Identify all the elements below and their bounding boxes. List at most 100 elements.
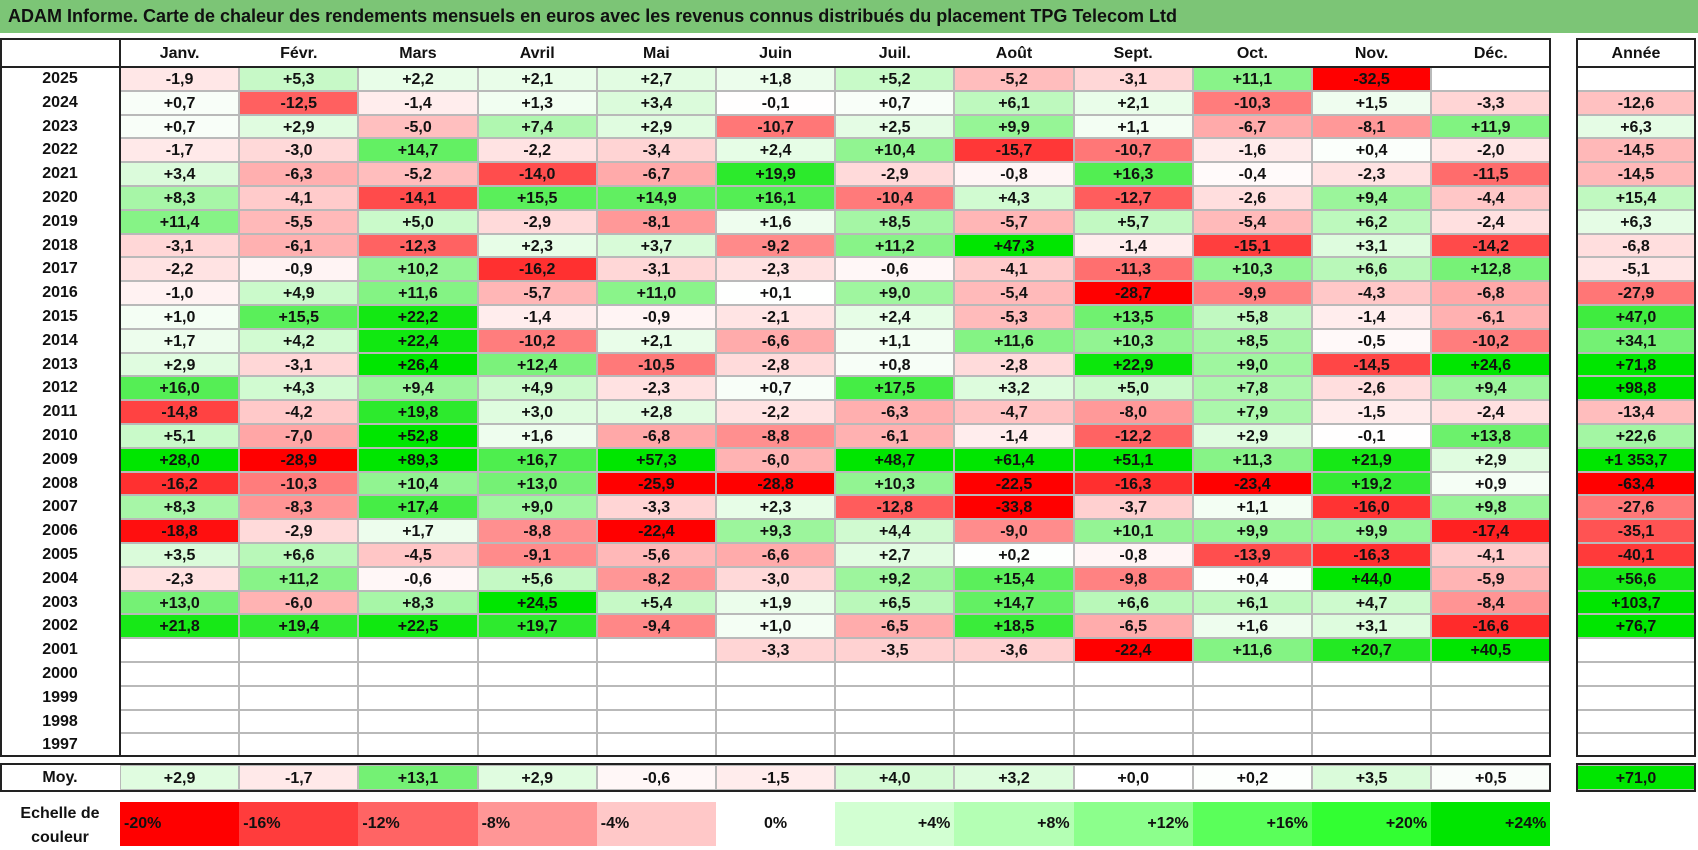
heatmap-cell [477, 709, 597, 734]
average-cell: -0,6 [596, 765, 716, 790]
heatmap-cell: +7,9 [1192, 400, 1312, 424]
heatmap-cell: +9,9 [954, 114, 1074, 139]
annual-cell: +22,6 [1577, 424, 1695, 448]
heatmap-cell: -28,7 [1073, 281, 1193, 305]
heatmap-cell: +17,4 [358, 495, 478, 520]
heatmap-cell: -12,7 [1073, 186, 1193, 210]
heatmap-cell: -13,9 [1192, 543, 1312, 567]
scale-step: +20% [1312, 802, 1432, 846]
heatmap-cell: -8,4 [1431, 590, 1551, 615]
heatmap-cell [358, 662, 478, 686]
heatmap-cell: +22,2 [358, 305, 478, 329]
heatmap-cell: -2,2 [716, 400, 836, 424]
heatmap-cell: -16,3 [1073, 471, 1193, 496]
heatmap-cell: -9,9 [1192, 281, 1312, 305]
heatmap-cell [1192, 662, 1312, 686]
heatmap-cell [954, 733, 1074, 758]
heatmap-cell: -2,6 [1312, 376, 1432, 401]
heatmap-cell [954, 685, 1074, 710]
average-cell: +2,9 [477, 765, 597, 790]
heatmap-cell: -1,4 [477, 305, 597, 329]
annual-cell: +56,6 [1577, 566, 1695, 591]
heatmap-cell: +19,8 [358, 400, 478, 424]
heatmap-cell: -1,7 [120, 138, 240, 163]
annual-cell: -6,8 [1577, 233, 1695, 258]
header-divider [0, 66, 1552, 68]
heatmap-cell: -1,5 [1312, 400, 1432, 424]
heatmap-cell: -3,1 [596, 257, 716, 282]
heatmap-cell: -1,9 [120, 67, 240, 91]
heatmap-cell: -4,2 [239, 400, 359, 424]
heatmap-cell: +26,4 [358, 352, 478, 377]
heatmap-cell: +2,9 [120, 352, 240, 377]
heatmap-cell: +57,3 [596, 447, 716, 472]
heatmap-cell: +51,1 [1073, 447, 1193, 472]
heatmap-cell: +0,1 [716, 281, 836, 305]
heatmap-cell: +11,1 [1192, 67, 1312, 91]
year-label: 2023 [42, 117, 78, 135]
heatmap-cell: +14,9 [596, 186, 716, 210]
heatmap-cell: -14,5 [1312, 352, 1432, 377]
heatmap-cell: -0,6 [358, 566, 478, 591]
heatmap-cell: -12,2 [1073, 424, 1193, 448]
heatmap-cell [358, 638, 478, 662]
scale-label-line1: Echelle de [20, 805, 100, 822]
heatmap-cell: +11,6 [358, 281, 478, 305]
heatmap-cell: -5,4 [1192, 209, 1312, 234]
scale-step: +4% [835, 802, 955, 846]
heatmap-cell: -11,3 [1073, 257, 1193, 282]
heatmap-cell: +2,1 [1073, 90, 1193, 115]
heatmap-cell: -15,1 [1192, 233, 1312, 258]
heatmap-cell: +3,5 [120, 543, 240, 567]
heatmap-cell: +9,8 [1431, 495, 1551, 520]
heatmap-cell: -12,5 [239, 90, 359, 115]
heatmap-cell [716, 733, 836, 758]
heatmap-cell: -7,0 [239, 424, 359, 448]
annual-cell: +1 353,7 [1577, 447, 1695, 472]
heatmap-cell: -6,0 [239, 590, 359, 615]
heatmap-cell: -2,4 [1431, 209, 1551, 234]
heatmap-cell: -2,9 [835, 162, 955, 186]
month-header: Juin [759, 45, 793, 62]
heatmap-cell: +11,6 [954, 328, 1074, 353]
heatmap-cell: -1,0 [120, 281, 240, 305]
year-label: 2002 [42, 617, 78, 635]
month-header: Févr. [280, 45, 318, 62]
heatmap-cell: -5,2 [954, 67, 1074, 91]
heatmap-cell: +9,0 [835, 281, 955, 305]
year-label: 2011 [42, 403, 78, 421]
annual-cell [1577, 685, 1695, 710]
heatmap-cell: -4,1 [1431, 543, 1551, 567]
heatmap-cell: +14,7 [954, 590, 1074, 615]
annual-cell: -14,5 [1577, 162, 1695, 186]
scale-step: -16% [239, 802, 359, 846]
average-cell: +3,5 [1312, 765, 1432, 790]
heatmap-cell: +9,9 [1312, 519, 1432, 543]
heatmap-cell: -2,4 [1431, 400, 1551, 424]
heatmap-cell: +3,7 [596, 233, 716, 258]
heatmap-cell: -6,6 [716, 328, 836, 353]
heatmap-cell [1073, 685, 1193, 710]
annual-cell: +98,8 [1577, 376, 1695, 401]
heatmap-cell: -3,5 [835, 638, 955, 662]
year-label: 2012 [42, 379, 78, 397]
heatmap-cell: +9,4 [1431, 376, 1551, 401]
average-cell: +3,2 [954, 765, 1074, 790]
heatmap-cell: +5,6 [477, 566, 597, 591]
heatmap-cell: +12,8 [1431, 257, 1551, 282]
heatmap-cell: -25,9 [596, 471, 716, 496]
heatmap-cell: -15,7 [954, 138, 1074, 163]
heatmap-cell: +1,3 [477, 90, 597, 115]
heatmap-cell: +1,0 [716, 614, 836, 639]
heatmap-cell: -17,4 [1431, 519, 1551, 543]
heatmap-cell: +6,6 [239, 543, 359, 567]
annual-cell: +34,1 [1577, 328, 1695, 353]
heatmap-cell: +0,7 [120, 90, 240, 115]
heatmap-cell: -0,8 [1073, 543, 1193, 567]
heatmap-cell: +9,3 [716, 519, 836, 543]
heatmap-cell: +8,3 [358, 590, 478, 615]
heatmap-cell: -0,4 [1192, 162, 1312, 186]
heatmap-cell: -3,3 [596, 495, 716, 520]
heatmap-cell: -1,4 [1312, 305, 1432, 329]
